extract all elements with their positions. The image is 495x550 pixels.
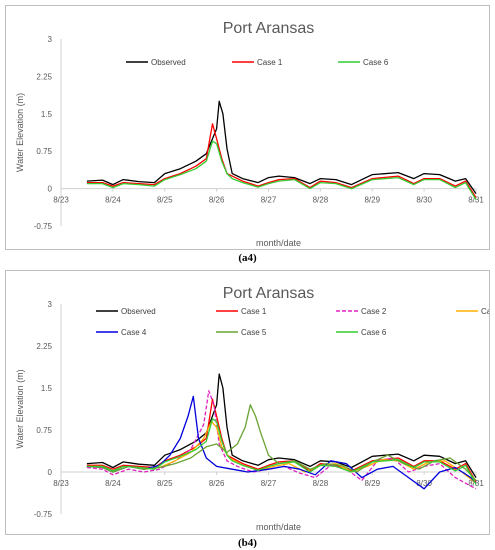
series-line-case-6	[86, 418, 477, 485]
x-tick-label: 8/23	[53, 479, 69, 488]
y-tick-label: 2.25	[36, 342, 52, 351]
chart-title: Port Aransas	[223, 285, 315, 302]
y-tick-label: 0	[48, 185, 53, 194]
y-tick-label: -0.75	[34, 222, 53, 231]
y-tick-label: 3	[48, 35, 53, 44]
series-line-case-5	[86, 404, 477, 481]
legend-label: Case 1	[241, 307, 267, 316]
x-tick-label: 8/27	[261, 196, 277, 205]
legend-label: Case 4	[121, 328, 147, 337]
series-line-observed	[86, 100, 477, 194]
x-tick-label: 8/25	[157, 196, 173, 205]
x-tick-label: 8/30	[416, 196, 432, 205]
y-tick-label: 0.75	[36, 147, 52, 156]
y-tick-label: 1.5	[41, 384, 53, 393]
x-tick-label: 8/24	[105, 196, 121, 205]
legend-label: Case 3	[481, 307, 489, 316]
series-line-case-4	[86, 395, 477, 490]
x-tick-label: 8/29	[364, 479, 380, 488]
x-tick-label: 8/28	[313, 196, 329, 205]
series-line-case-2	[86, 390, 477, 490]
y-tick-label: 0.75	[36, 426, 52, 435]
x-tick-label: 8/31	[468, 196, 484, 205]
y-tick-label: 0	[48, 468, 53, 477]
series-line-case-1	[86, 123, 477, 198]
legend-label: Observed	[121, 307, 156, 316]
x-tick-label: 8/23	[53, 196, 69, 205]
x-tick-label: 8/24	[105, 479, 121, 488]
y-tick-label: 3	[48, 300, 53, 309]
caption-b4: (b4)	[238, 537, 257, 549]
legend-label: Case 1	[257, 58, 283, 67]
x-axis-title: month/date	[256, 522, 301, 532]
y-tick-label: 2.25	[36, 72, 52, 81]
legend-label: Observed	[151, 58, 186, 67]
chart-b4-svg: Port Aransas 3 2.25 1.5 0.75 0 -0.75 8/23 8/24 8/…	[15, 285, 495, 532]
legend-label: Case 6	[361, 328, 387, 337]
chart-panel-b4: Port Aransas 3 2.25 1.5 0.75 0 -0.75 8/23 8/24 8/…	[5, 270, 495, 535]
chart-panel-a4: Port Aransas 3 2.25 1.5 0.75 0 -0.75 8/23 8/24 8/…	[5, 5, 490, 250]
legend-label: Case 2	[361, 307, 387, 316]
series-line-case-6	[86, 140, 477, 200]
x-tick-label: 8/26	[209, 196, 225, 205]
legend-label: Case 6	[363, 58, 389, 67]
x-tick-label: 8/26	[209, 479, 225, 488]
y-tick-label: 1.5	[41, 110, 53, 119]
legend-label: Case 5	[241, 328, 267, 337]
y-axis-title: Water Elevation (m)	[15, 369, 25, 448]
y-axis-title: Water Elevation (m)	[15, 93, 25, 172]
series-line-observed	[86, 373, 477, 478]
y-tick-label: -0.75	[34, 510, 53, 519]
x-tick-label: 8/27	[261, 479, 277, 488]
caption-a4: (a4)	[238, 252, 257, 264]
x-tick-label: 8/25	[157, 479, 173, 488]
chart-title: Port Aransas	[223, 20, 315, 37]
x-tick-label: 8/30	[416, 479, 432, 488]
series-line-case-3	[86, 420, 477, 484]
chart-a4-svg: Port Aransas 3 2.25 1.5 0.75 0 -0.75 8/23 8/24 8/…	[15, 20, 484, 248]
x-tick-label: 8/29	[364, 196, 380, 205]
x-tick-label: 8/28	[313, 479, 329, 488]
x-axis-title: month/date	[256, 238, 301, 248]
